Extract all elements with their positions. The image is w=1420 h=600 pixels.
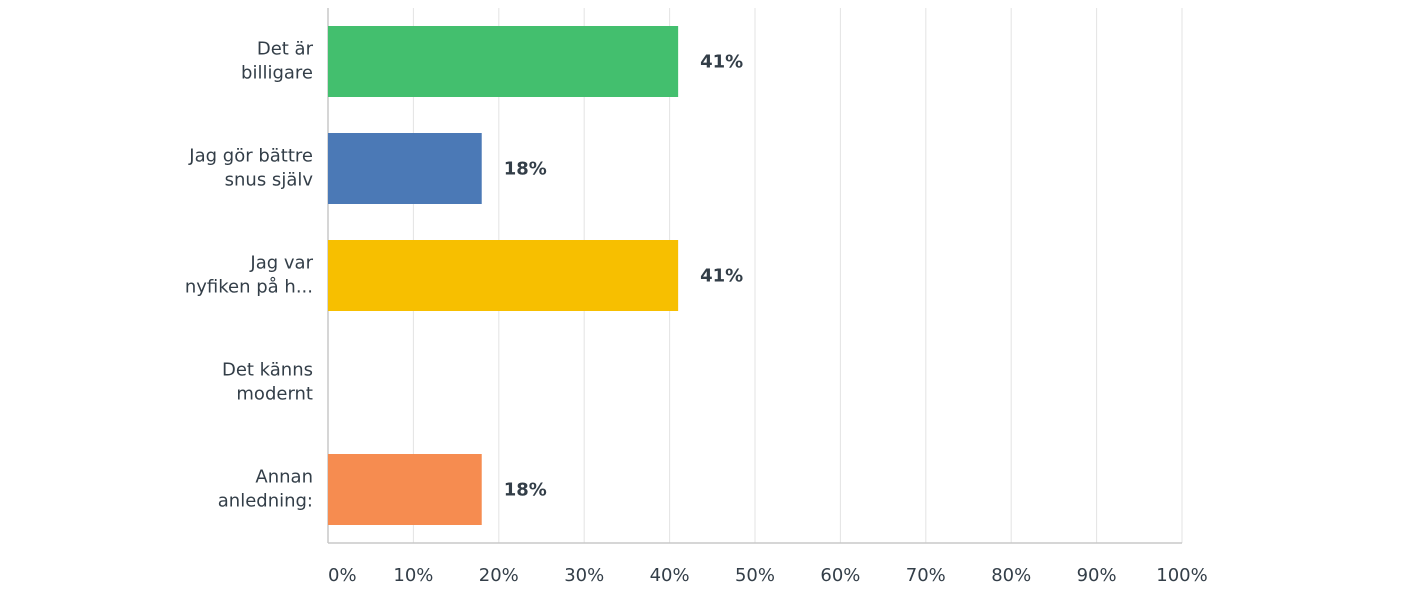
x-tick-label: 60% [820,565,860,586]
x-tick-label: 40% [650,565,690,586]
x-tick-label: 50% [735,565,775,586]
bar [328,133,482,204]
x-tick-label: 20% [479,565,519,586]
bar [328,240,679,311]
category-label: Det är billigare [241,39,314,84]
category-label: Annan anledning: [218,467,313,512]
category-label-line: Det känns [222,360,313,381]
value-label: 18% [504,159,547,180]
bar [328,26,679,97]
category-label-line: Annan [255,467,313,488]
category-label-line: modernt [236,384,313,405]
category-label-line: Jag gör bättre [188,146,313,167]
category-label-line: Jag var [249,253,313,274]
x-tick-label: 80% [991,565,1031,586]
x-tick-label: 0% [328,565,357,586]
category-label: Det känns modernt [222,360,313,405]
x-tick-label: 70% [906,565,946,586]
category-label-line: Det är [257,39,314,60]
category-label: Jag gör bättre snus själv [188,146,313,191]
x-tick-label: 30% [564,565,604,586]
category-label-line: anledning: [218,491,313,512]
bar [328,454,482,525]
value-label: 41% [700,52,743,73]
category-label-line: snus själv [225,170,314,191]
x-tick-label: 10% [393,565,433,586]
x-tick-label: 100% [1156,565,1207,586]
category-label-line: nyfiken på h... [185,277,313,298]
x-tick-label: 90% [1077,565,1117,586]
value-label: 18% [504,480,547,501]
category-label-line: billigare [241,63,313,84]
value-label: 41% [700,266,743,287]
category-label: Jag var nyfiken på h... [185,253,314,298]
